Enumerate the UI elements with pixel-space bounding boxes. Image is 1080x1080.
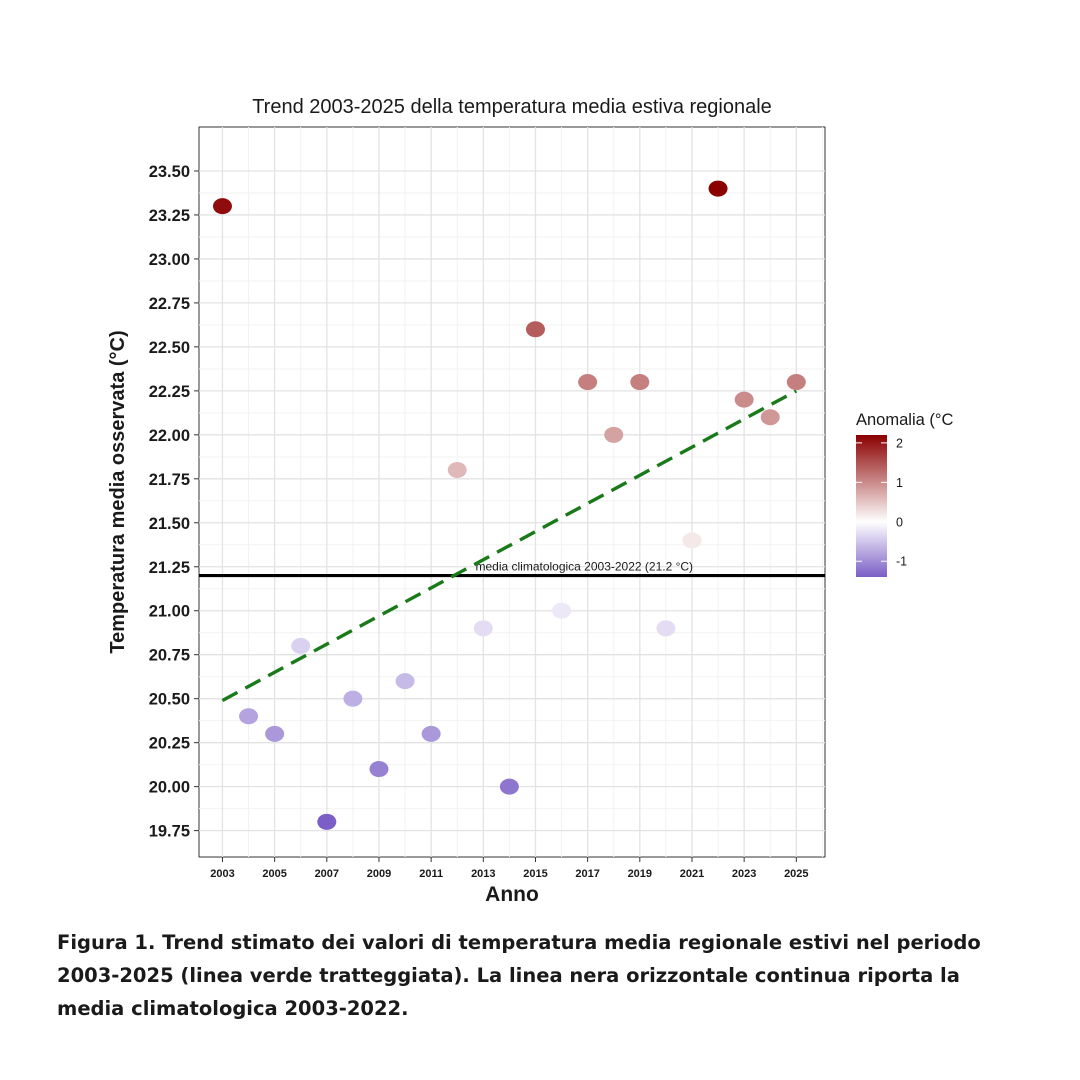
- data-point: [291, 637, 311, 654]
- reference-line-label: media climatologica 2003-2022 (21.2 °C): [475, 560, 693, 574]
- x-tick-label: 2011: [419, 868, 443, 880]
- data-point: [552, 602, 572, 619]
- x-tick-label: 2009: [367, 868, 391, 880]
- y-tick-label: 22.00: [149, 427, 190, 445]
- x-tick-label: 2007: [315, 868, 339, 880]
- x-tick-label: 2013: [471, 868, 495, 880]
- data-point: [239, 708, 259, 725]
- trend-line: [221, 389, 798, 702]
- data-points: [212, 180, 806, 830]
- y-tick-label: 22.75: [149, 295, 190, 313]
- x-tick-label: 2003: [210, 868, 234, 880]
- y-tick-label: 21.00: [149, 603, 190, 621]
- x-tick-label: 2025: [784, 868, 808, 880]
- x-axis-label: Anno: [485, 883, 539, 906]
- data-point: [525, 321, 545, 338]
- y-axis-label: Temperatura media osservata (°C): [107, 330, 129, 653]
- colorbar-title: Anomalia (°C: [856, 411, 953, 429]
- x-tick-label: 2015: [523, 868, 547, 880]
- data-point: [265, 725, 285, 742]
- colorbar-tick-label: -1: [896, 555, 907, 569]
- y-axis-ticks: 19.75 20.00 20.25 20.50 20.75 21.00 21.25 21.50…: [149, 163, 199, 841]
- data-point: [578, 374, 598, 391]
- data-point: [499, 778, 519, 795]
- x-tick-label: 2017: [575, 868, 599, 880]
- chart-title: Trend 2003-2025 della temperatura media …: [252, 96, 772, 118]
- y-tick-label: 21.50: [149, 515, 190, 533]
- colorbar-tick-label: 1: [896, 476, 903, 490]
- data-point: [630, 374, 650, 391]
- x-tick-label: 2005: [262, 868, 286, 880]
- colorbar-tick-label: 0: [896, 515, 903, 529]
- colorbar-legend: Anomalia (°C 2 1 0 -1: [856, 411, 953, 577]
- y-tick-label: 21.25: [149, 559, 190, 577]
- figure-caption: Figura 1. Trend stimato dei valori di te…: [57, 931, 981, 1020]
- y-tick-label: 20.75: [149, 647, 190, 665]
- y-tick-label: 20.00: [149, 779, 190, 797]
- y-tick-label: 22.50: [149, 339, 190, 357]
- data-point: [421, 725, 441, 742]
- data-point: [682, 532, 702, 549]
- y-tick-label: 22.25: [149, 383, 190, 401]
- y-tick-label: 20.25: [149, 735, 190, 753]
- data-point: [656, 620, 676, 637]
- y-tick-label: 21.75: [149, 471, 190, 489]
- data-point: [604, 426, 624, 443]
- y-tick-label: 23.00: [149, 251, 190, 269]
- x-axis-ticks: 2003 2005 2007 2009 2011 2013 2015 2017 2019 2021…: [210, 857, 809, 880]
- data-point: [369, 761, 389, 778]
- scatter-chart: Trend 2003-2025 della temperatura media …: [107, 96, 953, 906]
- y-tick-label: 23.50: [149, 163, 190, 181]
- plot-panel: [198, 126, 826, 858]
- x-tick-label: 2019: [628, 868, 652, 880]
- x-tick-label: 2021: [680, 868, 704, 880]
- data-point: [317, 813, 337, 830]
- colorbar-ticks: 2 1 0 -1: [856, 436, 907, 569]
- data-point: [760, 409, 780, 426]
- colorbar: [856, 435, 887, 577]
- y-tick-label: 23.25: [149, 207, 190, 225]
- x-tick-label: 2023: [732, 868, 756, 880]
- data-point: [473, 620, 493, 637]
- y-tick-label: 20.50: [149, 691, 190, 709]
- colorbar-tick-label: 2: [896, 436, 903, 450]
- y-tick-label: 19.75: [149, 823, 190, 841]
- data-point: [395, 673, 415, 690]
- data-point: [447, 462, 467, 479]
- data-point: [343, 690, 363, 707]
- data-point: [734, 391, 754, 408]
- grid-lines: [199, 127, 825, 857]
- data-point: [708, 180, 728, 197]
- data-point: [212, 198, 232, 215]
- data-point: [786, 374, 806, 391]
